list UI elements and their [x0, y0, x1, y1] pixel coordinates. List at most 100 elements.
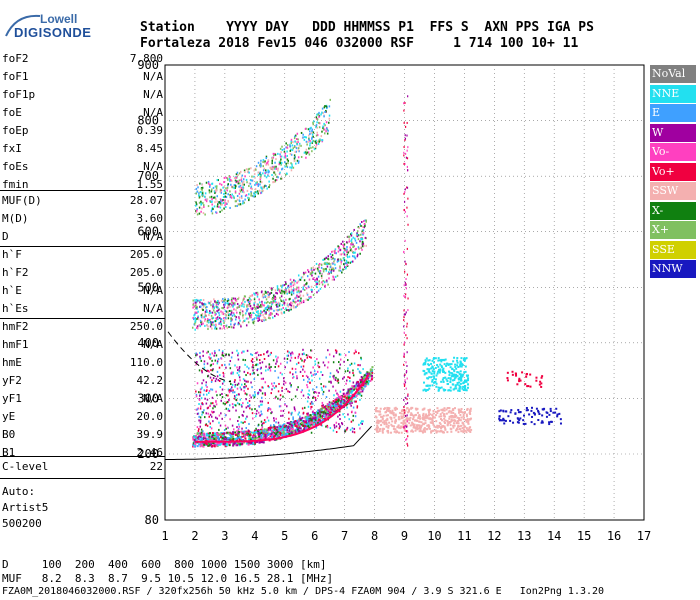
echo-mark	[245, 168, 248, 171]
echo-mark	[279, 289, 281, 292]
echo-mark	[257, 392, 259, 395]
echo-mark	[302, 288, 304, 291]
echo-mark	[217, 443, 220, 446]
echo-mark	[263, 353, 265, 356]
echo-mark	[290, 142, 293, 145]
echo-mark	[311, 128, 314, 131]
echo-mark	[286, 361, 288, 364]
echo-mark	[209, 364, 212, 367]
echo-mark	[248, 434, 251, 437]
echo-mark	[314, 396, 317, 399]
echo-mark	[268, 308, 270, 311]
echo-mark	[348, 255, 351, 258]
echo-mark	[311, 424, 314, 427]
echo-mark	[215, 403, 218, 406]
echo-mark	[231, 299, 233, 302]
echo-mark	[227, 305, 230, 308]
echo-mark	[334, 349, 337, 352]
echo-mark	[381, 421, 384, 424]
echo-mark	[231, 403, 234, 406]
echo-mark	[310, 295, 312, 298]
echo-mark	[303, 288, 306, 291]
echo-mark	[310, 132, 313, 135]
echo-mark	[394, 421, 397, 424]
echo-mark	[441, 378, 444, 381]
echo-mark	[256, 317, 259, 320]
echo-mark	[271, 174, 273, 177]
echo-mark	[522, 419, 525, 422]
echo-mark	[231, 318, 233, 321]
echo-mark	[305, 423, 308, 426]
echo-mark	[257, 319, 259, 322]
echo-mark	[246, 310, 248, 313]
echo-mark	[268, 307, 270, 310]
echo-mark	[315, 126, 317, 129]
echo-mark	[214, 185, 217, 188]
echo-mark	[234, 385, 236, 388]
echo-mark	[237, 358, 240, 361]
echo-mark	[316, 420, 319, 423]
echo-mark	[342, 268, 344, 271]
echo-mark	[400, 425, 403, 428]
echo-mark	[307, 425, 310, 428]
header-row-values: Fortaleza 2018 Fev15 046 032000 RSF 1 71…	[140, 36, 579, 51]
echo-mark	[242, 314, 244, 317]
echo-mark	[343, 416, 346, 419]
echo-mark	[440, 415, 443, 418]
echo-mark	[231, 383, 234, 386]
echo-mark	[447, 377, 450, 380]
echo-mark	[352, 374, 355, 377]
echo-mark	[279, 362, 282, 365]
echo-mark	[230, 320, 232, 323]
echo-mark	[405, 278, 407, 281]
echo-mark	[196, 209, 198, 212]
echo-mark	[285, 172, 288, 175]
echo-mark	[216, 310, 218, 313]
echo-mark	[245, 374, 247, 377]
echo-mark	[270, 305, 272, 308]
echo-mark	[390, 412, 393, 415]
echo-mark	[357, 238, 360, 241]
echo-mark	[415, 424, 418, 427]
echo-mark	[318, 391, 320, 394]
param-name-10: D	[2, 230, 9, 243]
echo-mark	[204, 213, 206, 216]
echo-mark	[229, 180, 231, 183]
echo-mark	[249, 305, 252, 308]
echo-mark	[302, 348, 304, 351]
echo-mark	[201, 320, 203, 323]
echo-mark	[232, 312, 235, 315]
echo-mark	[297, 299, 299, 302]
echo-mark	[455, 373, 458, 376]
echo-mark	[257, 171, 260, 174]
echo-mark	[284, 152, 287, 155]
echo-mark	[269, 166, 272, 169]
echo-mark	[219, 210, 221, 213]
echo-mark	[194, 319, 197, 322]
echo-mark	[351, 385, 354, 388]
echo-mark	[274, 431, 277, 434]
echo-mark	[529, 373, 532, 376]
echo-mark	[323, 411, 326, 414]
echo-mark	[210, 190, 213, 193]
echo-mark	[317, 361, 320, 364]
echo-mark	[274, 289, 277, 292]
echo-mark	[312, 413, 315, 416]
echo-mark	[406, 406, 409, 409]
echo-mark	[209, 183, 211, 186]
param-name-3: foE	[2, 106, 22, 119]
echo-mark	[247, 168, 250, 171]
echo-mark	[216, 195, 219, 198]
echo-mark	[240, 195, 243, 198]
echo-mark	[376, 427, 379, 430]
echo-mark	[244, 420, 246, 423]
echo-mark	[460, 374, 463, 377]
echo-mark	[356, 235, 359, 238]
echo-mark	[306, 400, 309, 403]
echo-mark	[277, 313, 279, 316]
echo-mark	[407, 95, 409, 98]
echo-mark	[195, 187, 198, 190]
echo-mark	[452, 416, 455, 419]
echo-mark	[350, 232, 353, 235]
echo-mark	[196, 426, 199, 429]
